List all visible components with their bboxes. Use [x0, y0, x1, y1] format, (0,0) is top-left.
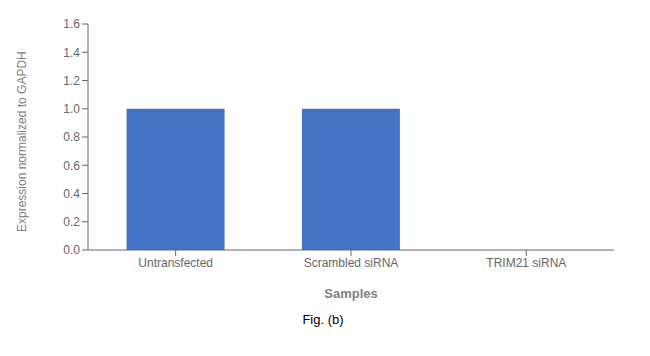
svg-text:Samples: Samples [324, 286, 377, 301]
svg-text:Expression normalized to GAPDH: Expression normalized to GAPDH [15, 51, 29, 232]
svg-text:Untransfected: Untransfected [138, 256, 213, 270]
svg-text:1.4: 1.4 [63, 46, 80, 60]
svg-text:0.0: 0.0 [63, 243, 80, 257]
svg-text:1.6: 1.6 [63, 17, 80, 31]
svg-text:0.8: 0.8 [63, 130, 80, 144]
svg-text:0.2: 0.2 [63, 215, 80, 229]
svg-text:1.0: 1.0 [63, 102, 80, 116]
html-text:Fig. (b): Fig. (b) [302, 312, 344, 327]
svg-text:Scrambled siRNA: Scrambled siRNA [304, 256, 399, 270]
svg-text:0.6: 0.6 [63, 159, 80, 173]
svg-text:0.4: 0.4 [63, 187, 80, 201]
svg-text:1.2: 1.2 [63, 74, 80, 88]
svg-text:TRIM21 siRNA: TRIM21 siRNA [486, 256, 566, 270]
